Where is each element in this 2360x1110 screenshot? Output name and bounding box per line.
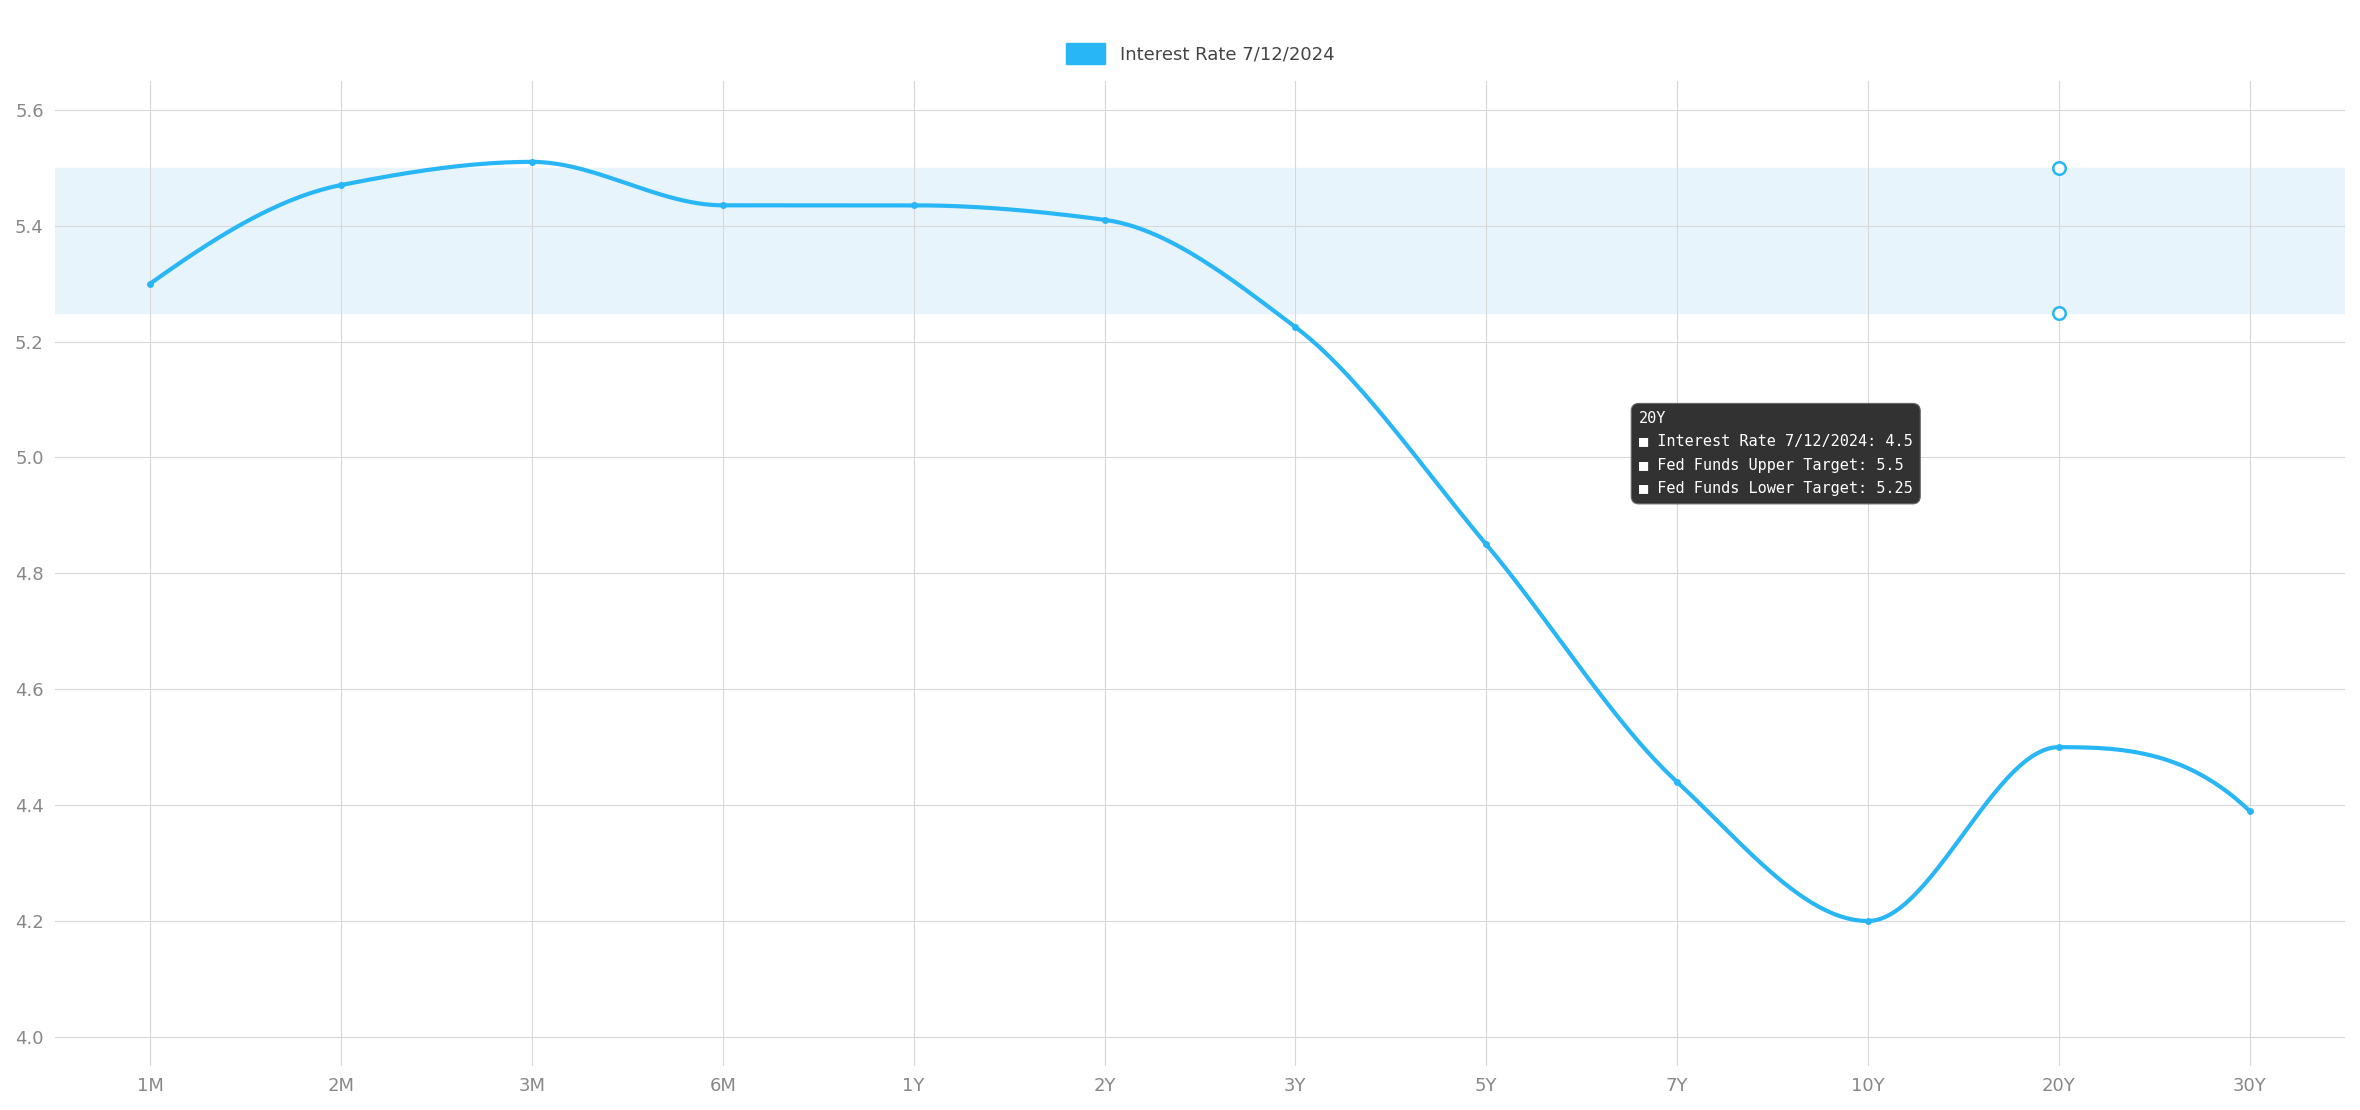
Bar xyxy=(54,168,2346,313)
Legend: Interest Rate 7/12/2024: Interest Rate 7/12/2024 xyxy=(1057,36,1340,71)
Text: 20Y
■ Interest Rate 7/12/2024: 4.5
■ Fed Funds Upper Target: 5.5
■ Fed Funds Low: 20Y ■ Interest Rate 7/12/2024: 4.5 ■ Fed… xyxy=(1638,411,1912,496)
